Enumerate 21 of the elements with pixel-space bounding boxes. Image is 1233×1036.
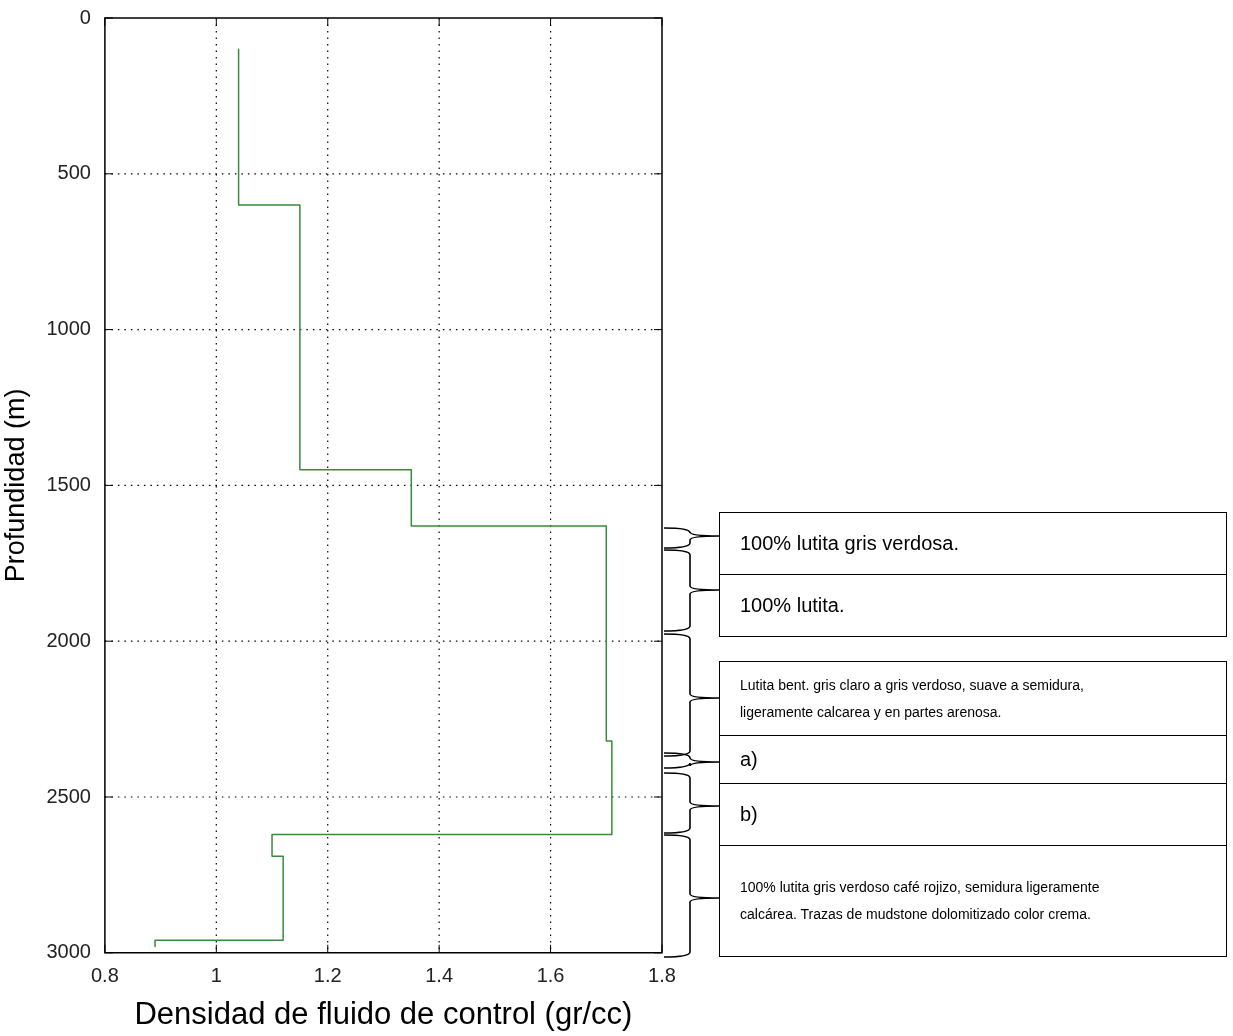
y-tick-label: 1500: [46, 472, 91, 495]
y-tick-label: 2500: [46, 784, 91, 807]
x-tick-label: 1.8: [648, 964, 676, 987]
y-axis-title: Profundidad (m): [0, 388, 30, 583]
x-tick-label: 1.4: [425, 964, 454, 987]
text: Lutita bent. gris claro a gris verdoso, suave a semidura, ligeramente calcarea y en partes arenosa.: [719, 661, 1227, 736]
text: b): [719, 783, 1227, 846]
x-tick-label: 1.6: [536, 964, 565, 987]
text: a): [719, 735, 1227, 784]
y-tick-label: 3000: [46, 940, 91, 963]
y-tick-label: 0: [79, 5, 91, 28]
x-tick-label: 1: [210, 964, 222, 987]
text: 100% lutita.: [719, 574, 1227, 637]
text: 100% lutita gris verdosa.: [719, 512, 1227, 575]
x-tick-label: 0.8: [90, 964, 119, 987]
text: 100% lutita gris verdoso café rojizo, semidura ligeramente calcárea. Trazas de mudstone dolomitizado color crema.: [719, 845, 1227, 957]
x-axis-title: Densidad de fluido de control (gr/cc): [134, 995, 633, 1031]
y-tick-label: 500: [57, 161, 91, 184]
y-tick-label: 2000: [46, 628, 91, 651]
y-tick-label: 1000: [46, 317, 91, 340]
x-tick-label: 1.2: [313, 964, 342, 987]
